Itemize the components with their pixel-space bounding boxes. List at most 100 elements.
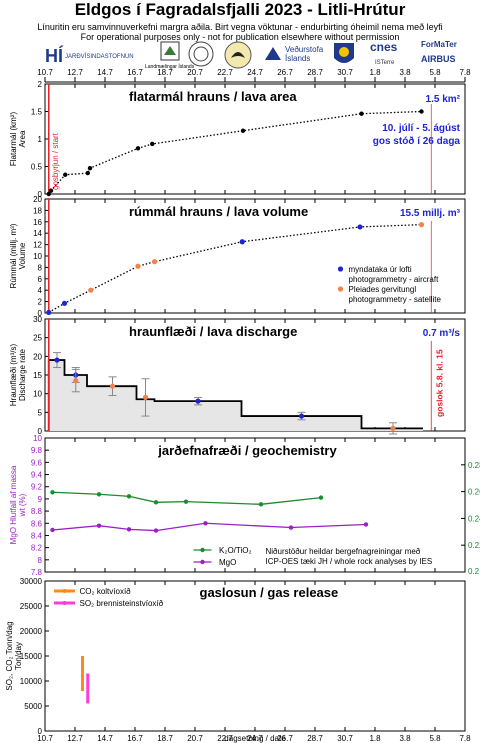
y-tick-label: 10 — [33, 434, 42, 443]
y-tick-label: 8 — [38, 556, 43, 565]
mgo-point — [153, 528, 159, 533]
bottom-x-tick-label: 7.8 — [459, 734, 471, 743]
bottom-x-tick-label: 3.8 — [399, 734, 411, 743]
top-x-tick-label: 24.7 — [247, 68, 263, 77]
panel-title: flatarmál hrauns / lava area — [129, 89, 297, 104]
area-data-point — [46, 191, 51, 197]
top-x-tick-label: 12.7 — [67, 68, 83, 77]
y-tick-label: 9 — [38, 495, 43, 504]
y-tick-label: 14 — [33, 229, 42, 238]
current-value: 1.5 km² — [426, 94, 461, 105]
y-axis-label: Hraunflæði (m³/s)Discharge rate — [9, 344, 27, 407]
y-right-tick-label: 0.26 — [468, 488, 480, 497]
legend-label: CO₂ koltvíoxíð — [80, 587, 132, 596]
bottom-x-tick-label: 18.7 — [157, 734, 173, 743]
x-axis-label: dagsetning / date — [224, 734, 286, 743]
y-tick-label: 5000 — [24, 702, 42, 711]
satellite-discharge-point — [390, 425, 396, 431]
satellite-point — [151, 259, 158, 265]
top-x-tick-label: 14.7 — [97, 68, 113, 77]
legend-marker — [62, 601, 67, 605]
legend-marker — [337, 286, 344, 292]
legend-label: MgO — [219, 558, 236, 567]
y-tick-label: 9.6 — [31, 458, 43, 467]
aircraft-point — [61, 300, 68, 306]
hi-logo: HÍ JARÐVÍSINDASTOFNUN — [45, 46, 134, 67]
legend-marker — [200, 559, 205, 565]
y-tick-label: 2 — [38, 298, 43, 307]
analysis-note: Niðurstöður heildar bergefnagreiningar m… — [266, 547, 433, 566]
airbus-logo: AIRBUS — [421, 54, 456, 64]
area-series-line — [48, 110, 422, 195]
y-tick-label: 1.5 — [31, 108, 43, 117]
area-data-point — [48, 188, 54, 193]
y-tick-label: 0.5 — [31, 163, 43, 172]
y-tick-label: 8.6 — [31, 519, 43, 528]
k2o-tio2-point — [50, 490, 55, 495]
eruption-duration-note: 10. júlí - 5. ágúst gos stóð í 26 daga — [373, 123, 461, 147]
y-axis-label: SO₂, CO₂ Tonn/dagTon/day — [5, 621, 23, 690]
ies-logo-text: JARÐVÍSINDASTOFNUN — [65, 53, 134, 60]
area-data-point — [87, 165, 93, 171]
y-tick-label: 6 — [38, 275, 43, 284]
y-tick-label: 20 — [33, 352, 42, 361]
y-tick-label: 30 — [33, 315, 42, 324]
y-tick-label: 25 — [33, 334, 42, 343]
formater-logo-text: ForMaTer — [421, 40, 457, 49]
page-title: Eldgos í Fagradalsfjalli 2023 - Litli-Hr… — [74, 0, 406, 19]
k2o-tio2-point — [96, 492, 102, 497]
y-tick-label: 16 — [33, 218, 42, 227]
current-value: 0.7 m³/s — [423, 328, 461, 339]
y-tick-label: 8.4 — [31, 531, 43, 540]
vedurstofa-logo-text: Veðurstofa Íslands — [285, 45, 324, 63]
area-data-point — [85, 170, 90, 176]
y-tick-label: 30000 — [20, 577, 43, 586]
y-tick-label: 2 — [38, 80, 43, 89]
area-data-point — [63, 172, 68, 177]
y-axis-label: MgO Hlutfall af massawt (%) — [9, 465, 27, 544]
area-data-point — [359, 111, 364, 116]
bottom-x-tick-label: 10.7 — [37, 734, 53, 743]
bird-logo — [223, 40, 253, 70]
legend-marker — [62, 589, 67, 593]
y-axis-label: Flatarmál (km²)Area — [9, 112, 27, 167]
top-x-tick-label: 1.8 — [369, 68, 381, 77]
hi-logo-text: HÍ — [45, 46, 63, 66]
aircraft-discharge-point — [195, 398, 201, 404]
k2o-tio2-point — [126, 494, 132, 499]
y-axis-label: Rúmmál (millj. m³)Volume — [9, 223, 27, 288]
isterre-logo-text: ISTerre — [375, 60, 395, 66]
panel-title: hraunflæði / lava discharge — [129, 324, 297, 339]
mgo-point — [126, 527, 132, 532]
y-tick-label: 9.2 — [31, 483, 43, 492]
cnes-logo-text: cnes — [370, 40, 398, 54]
y-tick-label: 4 — [38, 286, 43, 295]
vedurstofa-logo: Veðurstofa Íslands — [263, 44, 340, 64]
bottom-x-tick-label: 1.8 — [369, 734, 381, 743]
y-right-tick-label: 0.28 — [468, 461, 480, 470]
y-tick-label: 15000 — [20, 652, 43, 661]
aircraft-point — [357, 224, 363, 230]
aircraft-discharge-point — [54, 357, 60, 363]
area-data-point — [419, 109, 424, 114]
round-seal-logo — [187, 40, 215, 68]
y-tick-label: 7.8 — [31, 568, 43, 577]
top-x-tick-label: 18.7 — [157, 68, 173, 77]
k2o-tio2-point — [318, 495, 324, 500]
y-right-tick-label: 0.2 — [468, 567, 480, 576]
y-tick-label: 10 — [33, 252, 42, 261]
mgo-point — [50, 527, 55, 533]
y-tick-label: 1 — [38, 135, 43, 144]
legend-label: myndataka úr lofti photogrammetry - aircr… — [349, 265, 440, 284]
top-x-tick-label: 30.7 — [337, 68, 353, 77]
y-tick-label: 5 — [38, 408, 43, 417]
logo-strip: HÍ JARÐVÍSINDASTOFNUN Landmælingar Íslan… — [45, 40, 465, 74]
bottom-x-tick-label: 5.8 — [429, 734, 441, 743]
satellite-point — [135, 263, 141, 269]
legend-marker — [337, 266, 344, 272]
k2o-tio2-point — [258, 502, 264, 507]
discharge-step-line — [47, 359, 423, 431]
lmi-logo: Landmælingar Íslands — [145, 40, 194, 70]
top-x-tick-label: 26.7 — [277, 68, 293, 77]
